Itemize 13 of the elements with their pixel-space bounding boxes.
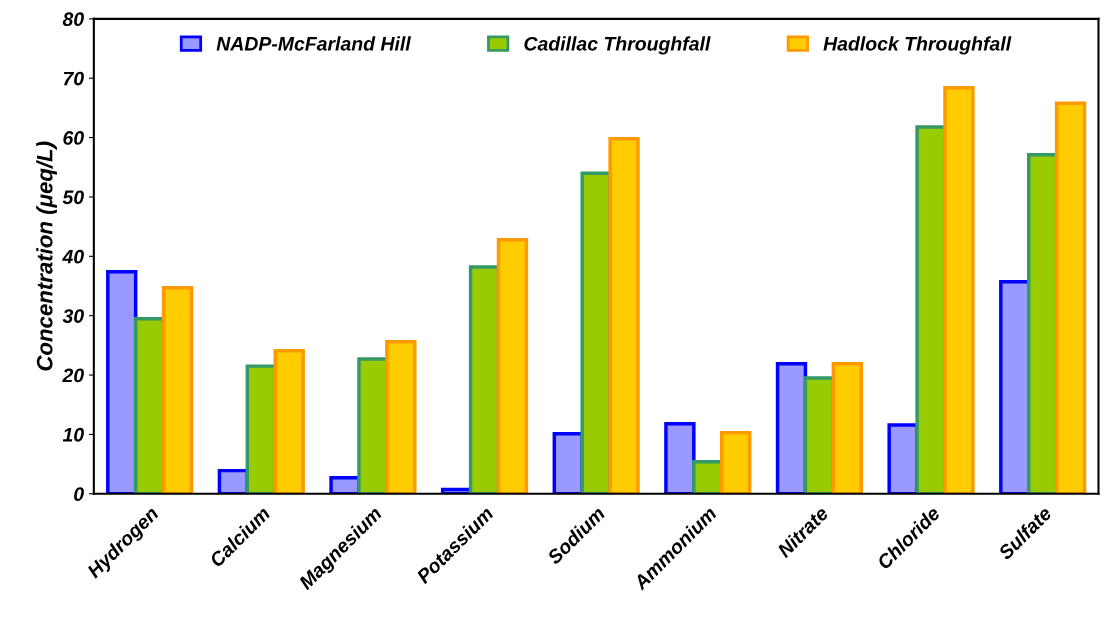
y-tick-label: 50 bbox=[62, 190, 84, 205]
legend-label: Hadlock Throughfall bbox=[823, 36, 1012, 55]
legend-label: Cadillac Throughfall bbox=[524, 36, 711, 55]
y-tick-label: 10 bbox=[62, 427, 84, 442]
y-tick-label: 0 bbox=[74, 487, 84, 501]
y-tick-label: 80 bbox=[62, 12, 84, 27]
y-tick-label: 20 bbox=[62, 368, 84, 383]
y-tick-label: 30 bbox=[62, 309, 84, 323]
legend-label: NADP-McFarland Hill bbox=[216, 36, 412, 51]
y-axis-title: Concentration (μeq/L) bbox=[36, 141, 57, 371]
y-tick-label: 60 bbox=[63, 131, 84, 145]
y-tick-label: 70 bbox=[63, 71, 84, 86]
y-tick-label: 40 bbox=[62, 249, 84, 264]
